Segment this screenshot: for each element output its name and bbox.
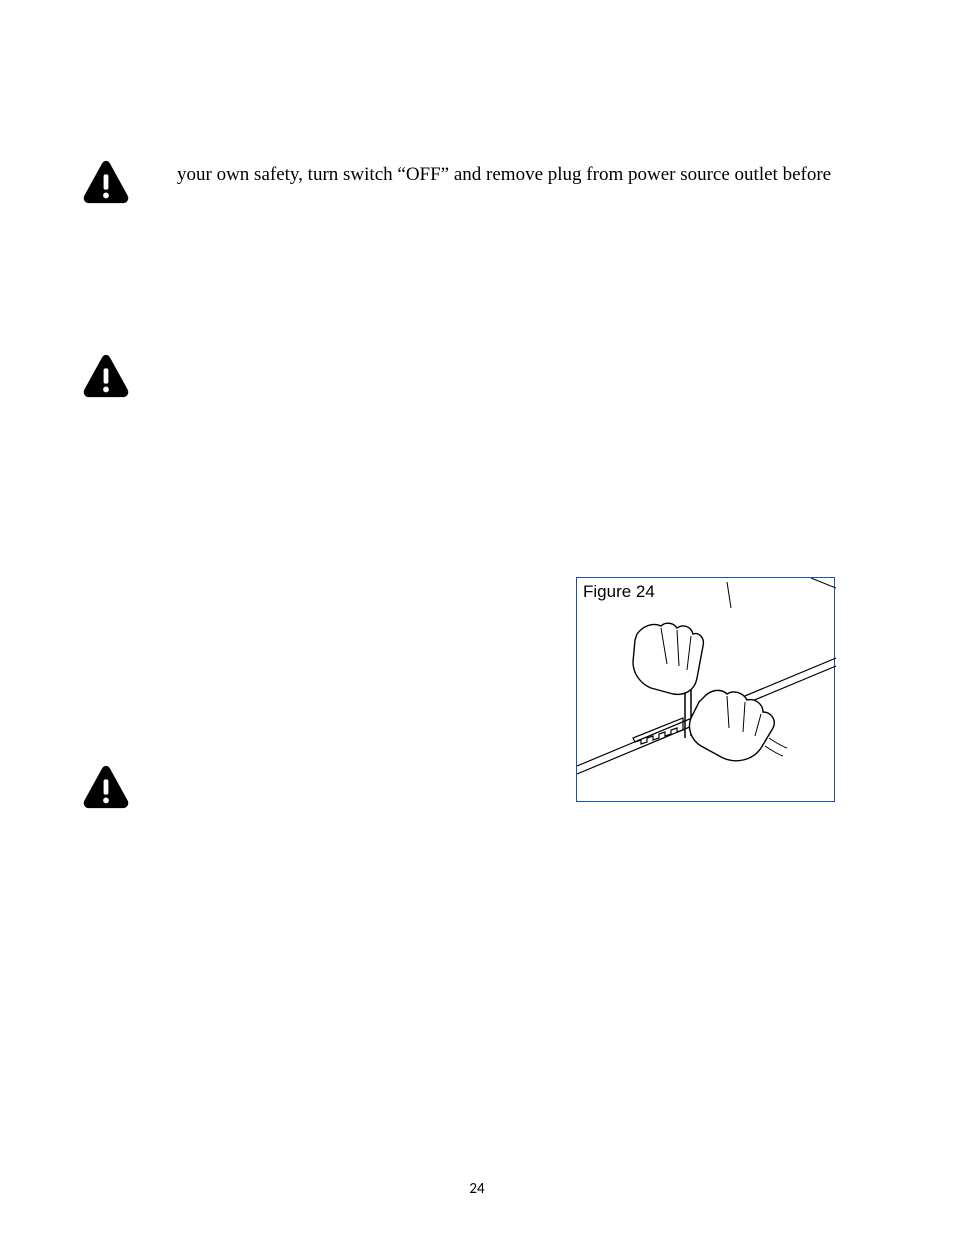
warning-icon [82, 158, 130, 206]
warning-icon [82, 352, 130, 400]
figure-24-box: Figure 24 [576, 577, 835, 802]
body-text-line-1: your own safety, turn switch “OFF” and r… [177, 163, 877, 188]
warning-triangle-svg [82, 763, 130, 811]
page: your own safety, turn switch “OFF” and r… [0, 0, 954, 1235]
warning-triangle-svg [82, 352, 130, 400]
figure-24-drawing [577, 578, 836, 803]
page-number: 24 [0, 1180, 954, 1198]
warning-icon [82, 763, 130, 811]
warning-triangle-svg [82, 158, 130, 206]
